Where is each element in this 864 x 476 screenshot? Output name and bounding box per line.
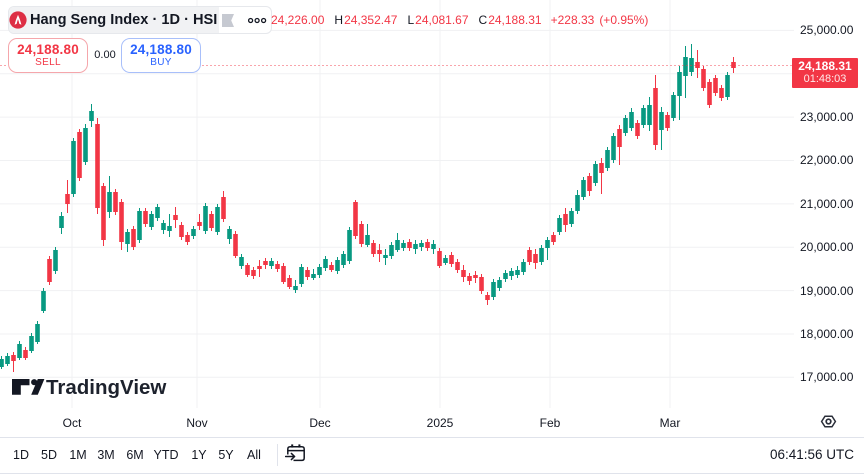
svg-text:TradingView: TradingView: [46, 376, 166, 399]
